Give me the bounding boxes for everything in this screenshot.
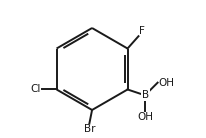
Text: F: F [139,26,145,35]
Text: OH: OH [158,78,174,88]
Text: OH: OH [137,112,153,122]
Text: Br: Br [84,124,95,134]
Text: B: B [142,90,149,100]
Text: Cl: Cl [30,84,41,95]
